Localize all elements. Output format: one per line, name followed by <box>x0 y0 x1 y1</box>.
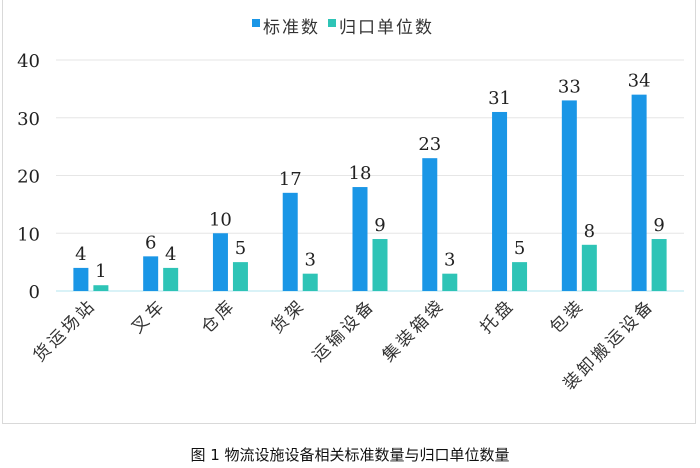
data-label: 8 <box>584 221 595 242</box>
bar-standards <box>212 233 228 291</box>
data-label: 31 <box>488 88 511 109</box>
y-tick-label: 40 <box>17 51 40 72</box>
y-tick-label: 0 <box>29 282 40 303</box>
legend-swatch <box>328 19 336 27</box>
x-tick-label: 叉车 <box>128 295 170 337</box>
x-tick-label: 货运场站 <box>30 295 101 366</box>
x-tick-label: 集装箱袋 <box>379 295 450 366</box>
legend-swatch <box>252 19 260 27</box>
bar-units <box>302 273 318 291</box>
x-tick-label: 托盘 <box>477 295 519 337</box>
data-label: 10 <box>209 209 232 230</box>
bar-units <box>232 262 248 291</box>
data-label: 3 <box>304 250 315 271</box>
bar-units <box>442 273 458 291</box>
bar-units <box>163 267 179 291</box>
legend-label: 标准数 <box>263 18 320 38</box>
x-tick-label: 仓库 <box>198 295 240 337</box>
data-label: 33 <box>558 76 581 97</box>
bar-chart: 01020304041货运场站64叉车105仓库173货架189运输设备233集… <box>17 18 684 394</box>
bar-units <box>581 244 597 291</box>
x-tick-label: 货架 <box>267 295 309 337</box>
bar-standards <box>561 100 577 291</box>
data-label: 4 <box>75 244 86 265</box>
data-label: 17 <box>279 169 302 190</box>
legend-label: 归口单位数 <box>339 18 434 38</box>
figure-caption: 图 1 物流设施设备相关标准数量与归口单位数量 <box>190 446 510 464</box>
bar-standards <box>143 256 159 291</box>
data-label: 3 <box>444 250 455 271</box>
x-tick-label: 运输设备 <box>309 295 380 366</box>
data-label: 9 <box>374 215 385 236</box>
chart-frame <box>2 0 696 424</box>
bar-standards <box>282 192 298 291</box>
data-label: 5 <box>235 238 246 259</box>
data-label: 18 <box>349 163 372 184</box>
x-tick-label: 包装 <box>546 295 588 337</box>
data-label: 1 <box>95 261 106 282</box>
y-tick-label: 20 <box>17 167 40 188</box>
data-label: 5 <box>514 238 525 259</box>
bar-standards <box>631 94 647 292</box>
bar-standards <box>492 111 508 291</box>
bar-standards <box>422 158 438 291</box>
bar-units <box>651 239 667 291</box>
bar-units <box>93 285 109 291</box>
data-label: 4 <box>165 244 176 265</box>
data-label: 34 <box>628 71 651 92</box>
data-label: 23 <box>418 134 441 155</box>
bar-units <box>512 262 528 291</box>
bar-standards <box>352 187 368 291</box>
y-tick-label: 30 <box>17 109 40 130</box>
y-tick-label: 10 <box>17 224 40 245</box>
data-label: 6 <box>145 232 156 253</box>
data-label: 9 <box>653 215 664 236</box>
bar-standards <box>73 267 89 291</box>
bar-units <box>372 239 388 291</box>
